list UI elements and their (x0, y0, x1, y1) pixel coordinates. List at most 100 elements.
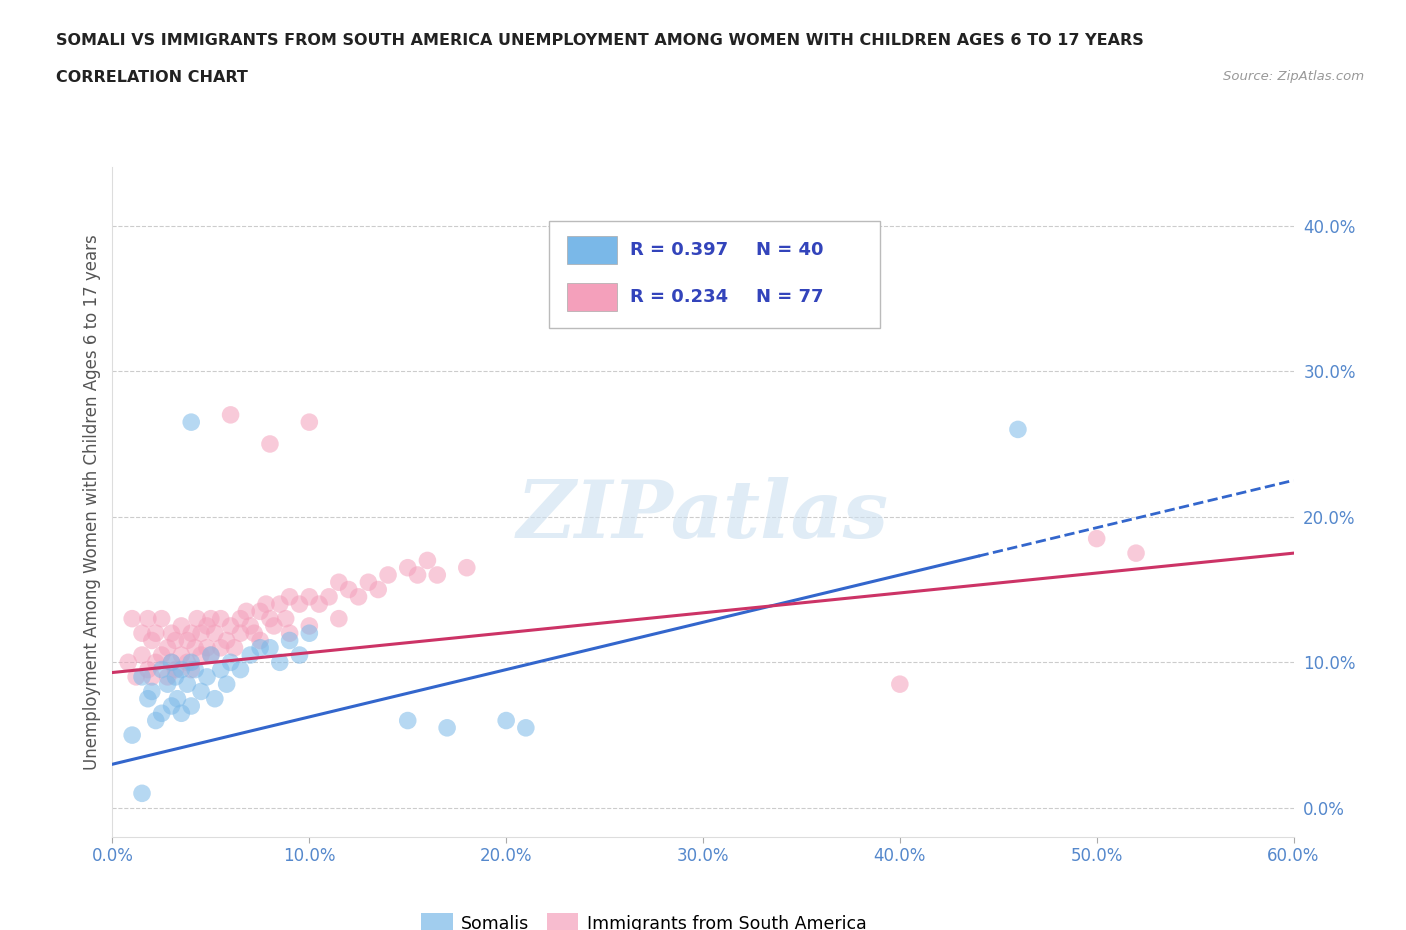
Point (195, 670, 218, 684)
Point (367, 582, 389, 597)
Point (176, 633, 198, 648)
Point (141, 684, 163, 698)
Point (229, 626, 252, 641)
FancyBboxPatch shape (550, 221, 880, 328)
Point (278, 626, 301, 641)
Point (131, 786, 153, 801)
Point (160, 626, 183, 641)
Point (165, 670, 187, 684)
Point (235, 604, 257, 618)
Point (263, 618, 285, 633)
Point (200, 647, 222, 662)
Point (278, 633, 301, 648)
Point (170, 706, 193, 721)
Point (141, 670, 163, 684)
Point (121, 727, 143, 742)
Point (160, 655, 183, 670)
Text: CORRELATION CHART: CORRELATION CHART (56, 70, 247, 85)
Point (150, 662, 173, 677)
Point (209, 611, 232, 626)
Point (1085, 531, 1108, 546)
Point (318, 590, 340, 604)
Point (166, 691, 188, 706)
Point (1125, 546, 1147, 561)
Point (176, 677, 198, 692)
Point (141, 633, 163, 648)
Point (219, 618, 242, 633)
Point (195, 641, 218, 656)
Point (184, 662, 207, 677)
Point (239, 647, 262, 662)
Point (229, 662, 252, 677)
Point (219, 407, 242, 422)
Point (215, 677, 238, 692)
Point (711, 284, 734, 299)
Point (243, 626, 266, 641)
Point (416, 553, 439, 568)
Point (456, 560, 478, 575)
Text: R = 0.397: R = 0.397 (630, 241, 728, 259)
Point (200, 647, 222, 662)
Point (515, 721, 537, 736)
Point (254, 597, 277, 612)
Point (204, 691, 226, 706)
Point (337, 582, 360, 597)
Point (249, 633, 271, 648)
Point (278, 590, 301, 604)
Point (229, 611, 252, 626)
Point (209, 641, 232, 656)
Point (117, 655, 139, 670)
Point (224, 641, 246, 656)
Text: Source: ZipAtlas.com: Source: ZipAtlas.com (1223, 70, 1364, 83)
Text: SOMALI VS IMMIGRANTS FROM SOUTH AMERICA UNEMPLOYMENT AMONG WOMEN WITH CHILDREN A: SOMALI VS IMMIGRANTS FROM SOUTH AMERICA … (56, 33, 1144, 47)
Point (150, 611, 173, 626)
Point (131, 647, 153, 662)
Point (184, 641, 207, 656)
Point (259, 436, 281, 451)
Point (274, 611, 297, 626)
Text: ZIPatlas: ZIPatlas (517, 477, 889, 554)
Point (180, 662, 202, 677)
Point (259, 611, 281, 626)
Point (259, 641, 281, 656)
Point (347, 590, 370, 604)
Point (219, 655, 242, 670)
Point (145, 713, 167, 728)
Point (190, 684, 212, 698)
Point (195, 618, 218, 633)
Point (298, 618, 321, 633)
Point (357, 575, 380, 590)
Point (249, 604, 271, 618)
Point (889, 677, 911, 692)
Point (131, 670, 153, 684)
Point (170, 662, 193, 677)
Point (136, 691, 159, 706)
Point (125, 670, 148, 684)
Point (249, 641, 271, 656)
Point (165, 662, 187, 677)
Point (200, 611, 222, 626)
Point (1007, 422, 1029, 437)
Point (165, 633, 187, 648)
Point (180, 698, 202, 713)
Text: R = 0.234: R = 0.234 (630, 287, 728, 306)
Point (180, 415, 202, 430)
Point (156, 641, 179, 656)
Point (426, 567, 449, 582)
Bar (567, 236, 617, 264)
Point (136, 662, 159, 677)
Y-axis label: Unemployment Among Women with Children Ages 6 to 17 years: Unemployment Among Women with Children A… (83, 234, 101, 770)
Point (298, 590, 321, 604)
Point (298, 415, 321, 430)
Point (406, 567, 429, 582)
Point (298, 626, 321, 641)
Point (156, 670, 179, 684)
Point (239, 618, 262, 633)
Point (269, 655, 291, 670)
Text: N = 40: N = 40 (756, 241, 824, 259)
Point (495, 713, 517, 728)
Point (180, 655, 202, 670)
Point (145, 655, 167, 670)
Point (121, 611, 143, 626)
Point (150, 706, 173, 721)
